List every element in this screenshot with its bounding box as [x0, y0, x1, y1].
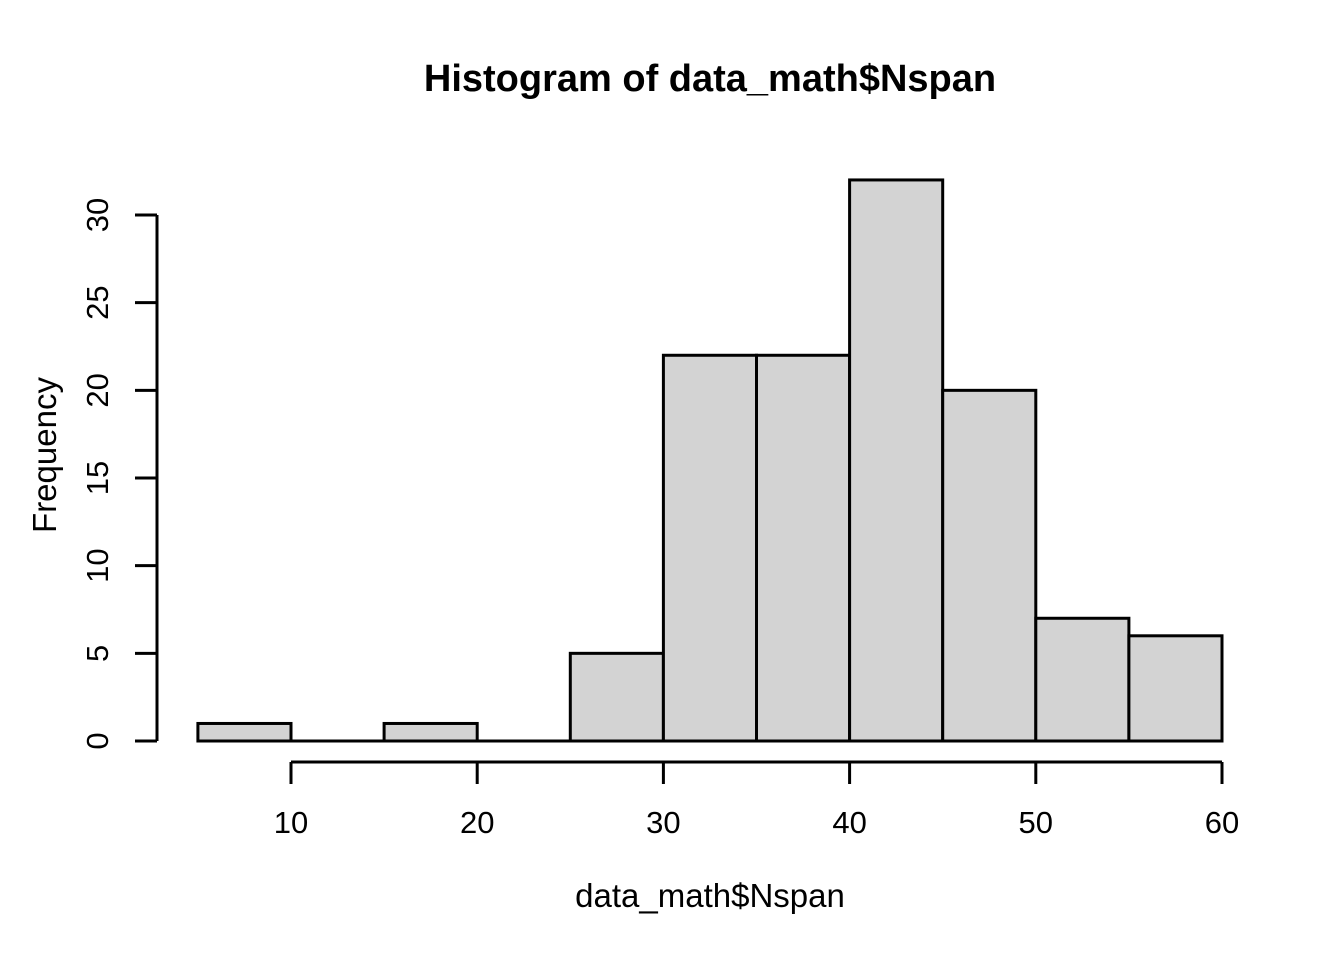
x-tick-label: 20	[460, 805, 494, 840]
x-tick-label: 30	[646, 805, 680, 840]
x-tick-label: 60	[1205, 805, 1239, 840]
x-tick-label: 40	[832, 805, 866, 840]
x-tick-label: 10	[274, 805, 308, 840]
x-axis-label: data_math$Nspan	[575, 877, 845, 914]
histogram-bar	[196, 721, 293, 743]
y-axis-label: Frequency	[26, 377, 63, 533]
histogram-bar	[1034, 616, 1131, 743]
y-tick-label: 5	[80, 645, 115, 662]
y-tick-label: 20	[80, 373, 115, 407]
histogram-bar	[755, 353, 852, 743]
histogram-bar	[568, 651, 665, 743]
x-tick-label: 50	[1019, 805, 1053, 840]
histogram-bar	[1127, 634, 1224, 743]
y-tick-label: 25	[80, 285, 115, 319]
histogram-bar	[382, 721, 479, 743]
histogram-bar	[941, 388, 1038, 743]
y-tick-label: 15	[80, 461, 115, 495]
chart-title: Histogram of data_math$Nspan	[423, 58, 997, 100]
histogram-bar	[661, 353, 759, 743]
y-tick-label: 0	[80, 732, 115, 749]
y-tick-label: 10	[80, 548, 115, 582]
y-tick-label: 30	[80, 198, 115, 232]
histogram-bar	[848, 178, 945, 743]
